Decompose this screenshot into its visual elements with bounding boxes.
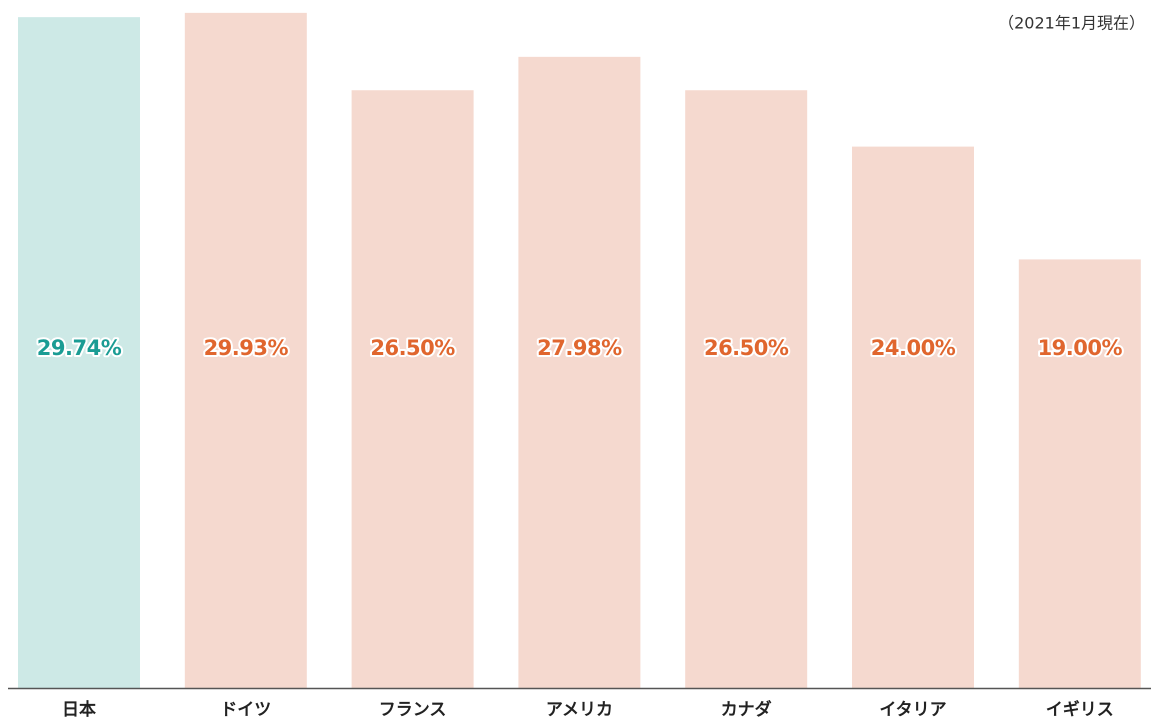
x-tick-label: イタリア (879, 700, 946, 719)
x-tick-label: フランス (379, 700, 447, 719)
value-label: 24.00% (871, 336, 956, 360)
annotation: （2021年1月現在） (998, 14, 1145, 33)
x-tick-label: イギリス (1046, 700, 1114, 719)
bar (685, 90, 808, 689)
value-label: 26.50% (370, 336, 455, 360)
bar (18, 17, 140, 688)
value-label: 27.98% (537, 336, 622, 360)
bar (1018, 259, 1141, 688)
value-label: 19.00% (1038, 336, 1123, 360)
value-label: 29.74% (37, 336, 122, 360)
x-tick-label: カナダ (721, 699, 772, 719)
value-label: 26.50% (704, 336, 789, 360)
value-label: 29.93% (204, 336, 289, 360)
bar (852, 146, 974, 689)
bar (351, 90, 474, 689)
x-tick-label: アメリカ (546, 700, 613, 719)
x-tick-label: ドイツ (220, 700, 271, 719)
bar (184, 12, 307, 688)
bar (518, 56, 641, 688)
x-tick-label: 日本 (62, 699, 96, 719)
